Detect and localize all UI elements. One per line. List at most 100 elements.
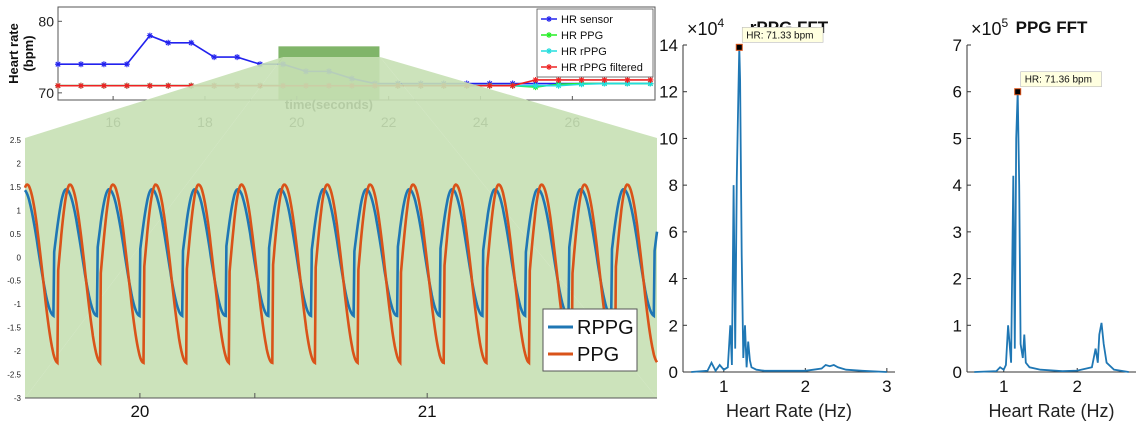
y-tick-label: 8: [669, 176, 678, 195]
y-tick-label: 14: [659, 36, 678, 55]
series-marker: [601, 80, 608, 87]
y-tick-label: 3: [953, 223, 962, 242]
y-tick-label: 4: [669, 270, 678, 289]
series-marker: [55, 61, 61, 68]
y-exponent-power: 5: [1002, 16, 1009, 30]
fft-line: [974, 91, 1129, 373]
x-tick-label: 21: [418, 402, 437, 421]
peak-datatip: [741, 27, 824, 43]
legend-label: PPG: [577, 344, 619, 366]
series-marker: [647, 80, 654, 87]
x-tick-label: 1: [719, 377, 728, 396]
legend-label: HR rPPG filtered: [561, 62, 643, 74]
peak-marker: [1014, 88, 1022, 96]
series-marker: [77, 61, 84, 68]
y-tick-label: 12: [659, 83, 678, 102]
series-marker: [555, 82, 562, 89]
series-marker: [486, 82, 493, 89]
x-tick-label: 2: [1072, 377, 1081, 396]
series-marker: [146, 82, 153, 89]
y-tick-label: 2: [17, 159, 22, 168]
fft-line: [691, 47, 887, 373]
series-marker: [77, 82, 84, 89]
legend-label: HR sensor: [561, 14, 613, 26]
legend-marker: [546, 16, 552, 22]
y-tick-label: -2.5: [7, 371, 21, 380]
series-marker: [532, 82, 539, 89]
y-tick-label: 6: [953, 83, 962, 102]
y-exponent: ×104: [687, 16, 725, 39]
y-exponent: ×105: [971, 16, 1009, 39]
legend-box: [536, 8, 654, 78]
x-tick-label: 20: [130, 402, 149, 421]
series-marker: [100, 61, 107, 68]
y-tick-label: 0.5: [10, 230, 22, 239]
x-tick-label: 1: [999, 377, 1008, 396]
series-marker: [601, 76, 608, 83]
y-tick-label: 10: [659, 129, 678, 148]
y-tick-label: -1: [14, 300, 22, 309]
y-tick-label: 7: [953, 36, 962, 55]
peak-datatip-label: HR: 71.36 bpm: [1025, 75, 1092, 86]
y-tick-label: 70: [38, 85, 54, 101]
series-marker: [211, 54, 218, 61]
legend-label: RPPG: [577, 317, 634, 339]
peak-datatip-label: HR: 71.33 bpm: [746, 30, 813, 41]
series-marker: [624, 80, 631, 87]
y-tick-label: -2: [14, 347, 22, 356]
chart-title: PPG FFT: [1016, 18, 1088, 37]
series-marker: [555, 76, 562, 83]
y-tick-label: 1.5: [10, 183, 22, 192]
series-marker: [123, 61, 130, 68]
legend-marker: [546, 32, 552, 38]
x-tick-label: 2: [801, 377, 810, 396]
series-marker: [123, 82, 130, 89]
legend-label: HR PPG: [561, 30, 603, 42]
x-axis-label: Heart Rate (Hz): [988, 401, 1114, 421]
y-tick-label: 2: [953, 270, 962, 289]
y-tick-label: -3: [14, 394, 22, 403]
y-tick-label: -1.5: [7, 324, 21, 333]
series-marker: [234, 54, 241, 61]
y-tick-label: 2.5: [10, 136, 22, 145]
y-axis-label-line: (bpm): [21, 35, 36, 71]
signal-line: [23, 183, 659, 367]
series-marker: [165, 82, 172, 89]
legend-label: HR rPPG: [561, 46, 607, 58]
x-axis-label: Heart Rate (Hz): [726, 401, 852, 421]
series-marker: [188, 82, 195, 89]
y-tick-label: 1: [953, 316, 962, 335]
series-marker: [188, 39, 195, 46]
series-marker: [624, 76, 631, 83]
y-tick-label: 80: [38, 13, 54, 29]
y-axis-label: Heart rate(bpm): [6, 23, 36, 84]
series-marker: [55, 82, 61, 89]
series-marker: [165, 39, 172, 46]
y-tick-label: 0: [953, 363, 962, 382]
series-marker: [532, 76, 539, 83]
legend-marker: [546, 64, 552, 70]
y-tick-label: 1: [17, 206, 22, 215]
y-tick-label: 2: [669, 316, 678, 335]
signal-zoom-chart: -3 -2.5 -2 -1.5 -1 -0.5 0 0.5 1 1.5 2 2.5 20 21 RPPG PP…: [7, 57, 659, 421]
y-exponent-power: 4: [718, 16, 725, 30]
peak-datatip: [1020, 71, 1102, 88]
y-tick-label: 4: [953, 176, 962, 195]
legend-marker: [546, 48, 552, 54]
series-marker: [509, 82, 516, 89]
ppg-fft-chart: 0 1 2 3 4 5 6 7 1 2 Heart Rate (Hz) PPG FFT ×105 HR: …: [953, 16, 1136, 421]
y-tick-label: -0.5: [7, 277, 21, 286]
y-tick-label: 5: [953, 129, 962, 148]
series-marker: [647, 76, 654, 83]
y-tick-label: 6: [669, 223, 678, 242]
y-tick-label: 0: [17, 253, 22, 262]
peak-marker: [735, 43, 743, 51]
series-marker: [578, 81, 585, 88]
y-axis-label-line: Heart rate: [6, 23, 21, 84]
y-tick-label: 0: [669, 363, 678, 382]
x-tick-label: 3: [882, 377, 891, 396]
legend-box: [542, 308, 638, 372]
series-marker: [146, 32, 153, 39]
